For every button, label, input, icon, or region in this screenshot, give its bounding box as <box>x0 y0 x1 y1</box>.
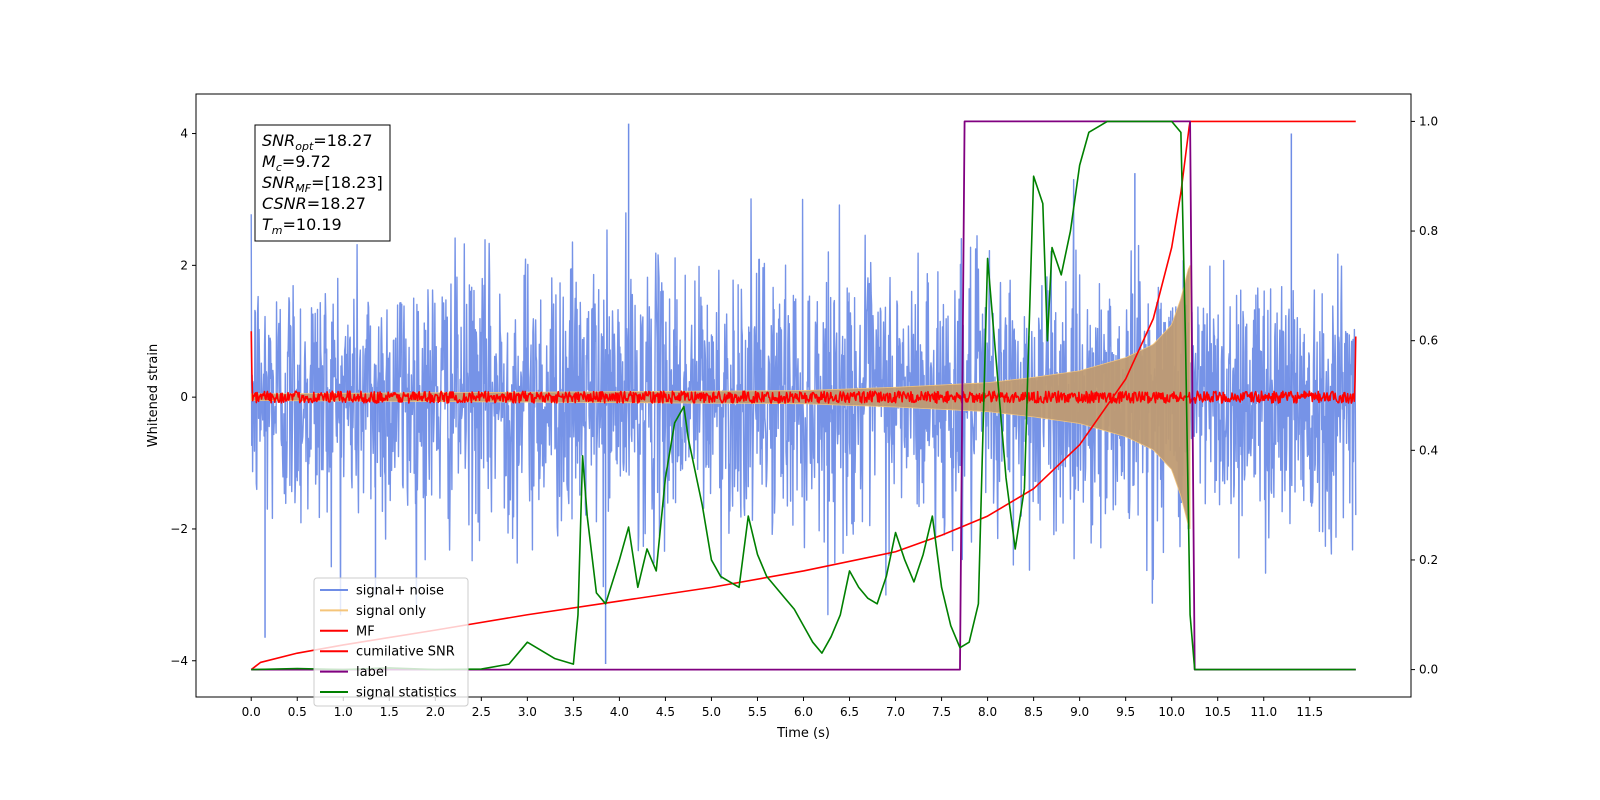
x-tick-label: 8.5 <box>1024 705 1043 719</box>
annotation-line: SNRopt=18.27 <box>262 131 373 153</box>
y2-tick-label: 0.0 <box>1419 663 1438 677</box>
annotation-line: Tm=10.19 <box>262 215 342 237</box>
x-tick-label: 7.5 <box>932 705 951 719</box>
x-tick-label: 0.5 <box>288 705 307 719</box>
x-tick-label: 11.0 <box>1250 705 1277 719</box>
legend-label: MF <box>356 624 375 639</box>
legend: signal+ noise signal only MF cumilative SNR… <box>313 577 469 707</box>
x-tick-label: 2.0 <box>426 705 445 719</box>
legend-label: cumilative SNR <box>356 645 455 660</box>
x-tick-label: 10.5 <box>1204 705 1231 719</box>
y2-tick-label: 1.0 <box>1419 114 1438 128</box>
x-tick-label: 1.0 <box>334 705 353 719</box>
x-tick-label: 2.5 <box>472 705 491 719</box>
x-tick-label: 0.0 <box>242 705 261 719</box>
annotation-box: SNRopt=18.27Mc=9.72SNRMF=[18.23]CSNR=18.… <box>254 124 391 242</box>
x-tick-label: 5.5 <box>748 705 767 719</box>
x-tick-label: 9.0 <box>1070 705 1089 719</box>
y2-tick-label: 0.2 <box>1419 553 1438 567</box>
x-tick-label: 7.0 <box>886 705 905 719</box>
y-tick-label: 0 <box>180 390 188 404</box>
legend-label: signal only <box>356 604 426 619</box>
series-mf <box>250 331 1357 404</box>
x-tick-label: 9.5 <box>1116 705 1135 719</box>
y-tick-label: 4 <box>180 127 188 141</box>
y2-tick-label: 0.4 <box>1419 443 1438 457</box>
legend-frame <box>313 577 469 707</box>
x-tick-label: 6.0 <box>794 705 813 719</box>
x-tick-label: 11.5 <box>1296 705 1323 719</box>
y-axis-title: Whitened strain <box>146 344 161 447</box>
x-tick-label: 10.0 <box>1158 705 1185 719</box>
x-tick-label: 1.5 <box>380 705 399 719</box>
y-tick-label: 2 <box>180 258 188 272</box>
y2-tick-label: 0.6 <box>1419 334 1438 348</box>
annotation-line: Mc=9.72 <box>262 152 331 174</box>
x-axis-title: Time (s) <box>776 726 830 741</box>
y2-tick-label: 0.8 <box>1419 224 1438 238</box>
x-tick-label: 6.5 <box>840 705 859 719</box>
x-tick-label: 5.0 <box>702 705 721 719</box>
x-tick-label: 8.0 <box>978 705 997 719</box>
x-tick-label: 3.5 <box>564 705 583 719</box>
y-axis-right: 1.0 0.8 0.6 0.4 0.2 0.0 <box>1411 114 1438 677</box>
y-tick-label: −4 <box>170 654 188 668</box>
series-signal-statistics <box>251 120 1356 671</box>
legend-label: signal+ noise <box>356 584 444 599</box>
x-tick-label: 4.0 <box>610 705 629 719</box>
legend-label: label <box>356 665 387 680</box>
y-axis-left: 4 2 0 −2 −4 <box>170 127 196 668</box>
x-tick-label: 4.5 <box>656 705 675 719</box>
x-tick-label: 3.0 <box>518 705 537 719</box>
annotation-line: SNRMF=[18.23] <box>262 173 383 195</box>
legend-label: signal statistics <box>356 686 457 701</box>
y-tick-label: −2 <box>170 522 188 536</box>
annotation-line: CSNR=18.27 <box>262 194 366 213</box>
annotation-frame <box>254 124 391 242</box>
